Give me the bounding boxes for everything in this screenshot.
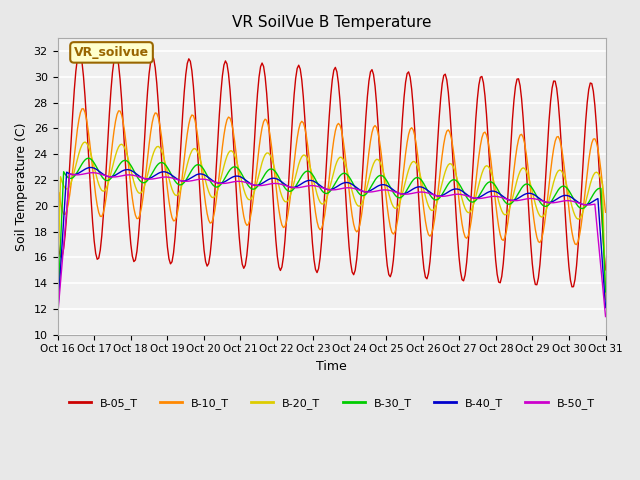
B-20_T <box>81 139 89 145</box>
B-20_T <box>54 285 61 291</box>
B-10_T <box>602 209 609 215</box>
Line: B-30_T: B-30_T <box>58 158 605 315</box>
B-20_T <box>573 216 580 221</box>
B-20_T <box>237 175 244 180</box>
B-05_T <box>568 284 576 290</box>
B-50_T <box>237 179 244 184</box>
B-30_T <box>237 169 244 175</box>
B-30_T <box>218 180 226 185</box>
B-10_T <box>54 322 61 328</box>
B-05_T <box>54 235 61 240</box>
B-30_T <box>295 178 303 184</box>
Line: B-10_T: B-10_T <box>58 109 605 325</box>
Line: B-50_T: B-50_T <box>58 173 605 317</box>
B-40_T <box>573 198 580 204</box>
B-40_T <box>295 183 303 189</box>
B-05_T <box>574 244 582 250</box>
Line: B-40_T: B-40_T <box>58 168 605 316</box>
B-50_T <box>246 181 253 187</box>
B-20_T <box>122 149 130 155</box>
B-50_T <box>573 200 580 205</box>
B-10_T <box>218 144 226 150</box>
Line: B-05_T: B-05_T <box>58 53 605 287</box>
B-40_T <box>122 167 130 172</box>
B-05_T <box>237 251 244 256</box>
B-40_T <box>602 305 609 311</box>
B-05_T <box>75 50 83 56</box>
B-20_T <box>218 169 226 175</box>
B-20_T <box>602 297 609 302</box>
B-05_T <box>218 73 226 79</box>
B-30_T <box>54 312 61 318</box>
B-20_T <box>295 161 303 167</box>
B-10_T <box>573 242 580 248</box>
B-50_T <box>122 172 130 178</box>
B-10_T <box>122 142 130 147</box>
B-40_T <box>54 313 61 319</box>
B-30_T <box>246 185 253 191</box>
B-05_T <box>246 216 253 221</box>
B-40_T <box>218 180 226 186</box>
B-50_T <box>218 180 226 186</box>
B-10_T <box>295 126 303 132</box>
B-50_T <box>89 170 97 176</box>
B-30_T <box>122 158 130 164</box>
Line: B-20_T: B-20_T <box>58 142 605 300</box>
Title: VR SoilVue B Temperature: VR SoilVue B Temperature <box>232 15 431 30</box>
B-30_T <box>602 289 609 295</box>
B-50_T <box>295 185 303 191</box>
B-30_T <box>84 156 92 161</box>
Legend: B-05_T, B-10_T, B-20_T, B-30_T, B-40_T, B-50_T: B-05_T, B-10_T, B-20_T, B-30_T, B-40_T, … <box>64 394 599 413</box>
B-40_T <box>87 165 95 170</box>
B-10_T <box>79 106 87 112</box>
Text: VR_soilvue: VR_soilvue <box>74 46 149 59</box>
B-05_T <box>295 62 303 68</box>
B-10_T <box>246 217 253 223</box>
B-20_T <box>246 197 253 203</box>
B-10_T <box>237 192 244 198</box>
B-50_T <box>602 314 609 320</box>
B-05_T <box>602 267 609 273</box>
B-05_T <box>122 175 130 180</box>
B-40_T <box>246 180 253 186</box>
B-50_T <box>54 314 61 320</box>
B-40_T <box>237 174 244 180</box>
B-30_T <box>573 201 580 207</box>
X-axis label: Time: Time <box>316 360 347 373</box>
Y-axis label: Soil Temperature (C): Soil Temperature (C) <box>15 122 28 251</box>
